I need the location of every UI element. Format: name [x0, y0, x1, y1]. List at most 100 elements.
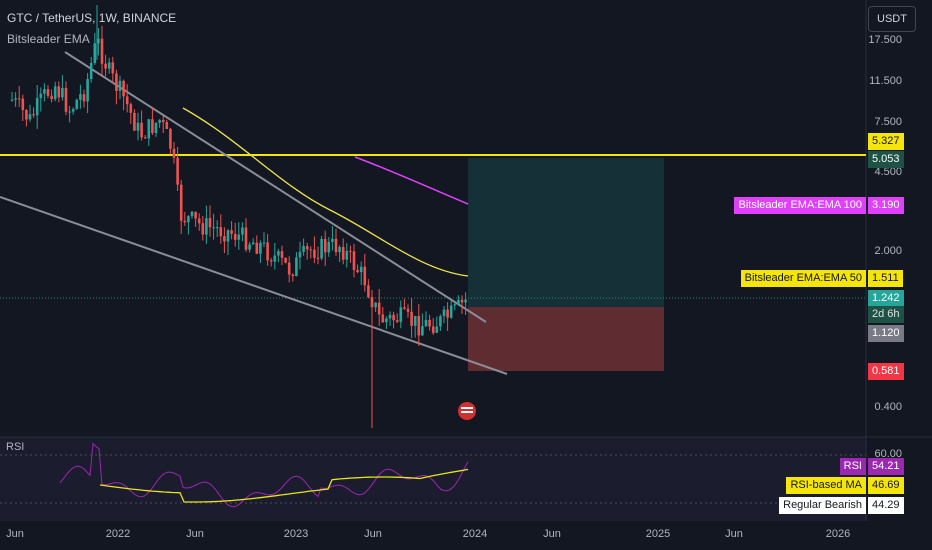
candle-body — [43, 89, 46, 94]
candle-body — [377, 302, 381, 315]
candle-body — [277, 251, 280, 256]
candle-body — [151, 119, 154, 133]
candle-body — [158, 120, 161, 123]
price-tag: 5.053 — [868, 151, 904, 168]
candle-body — [431, 326, 435, 333]
candle-body — [367, 285, 370, 298]
candle-body — [143, 137, 147, 139]
candle-body — [35, 98, 39, 116]
candle-body — [205, 218, 208, 235]
candle-body — [345, 250, 349, 260]
candle-body — [251, 242, 255, 245]
candle-body — [309, 249, 313, 251]
candle-body — [262, 242, 266, 244]
candle-body — [133, 112, 136, 131]
candle-body — [46, 89, 50, 96]
candle-body — [403, 307, 406, 309]
candle-body — [305, 246, 309, 250]
candle-body — [39, 93, 43, 99]
symbol-title[interactable]: GTC / TetherUS, 1W, BINANCE — [7, 11, 177, 25]
candle-body — [341, 246, 345, 260]
candle-body — [363, 266, 367, 286]
candle-body — [190, 211, 194, 217]
candle-body — [388, 314, 392, 319]
ema50-line — [182, 107, 469, 277]
countdown-tag: 2d 6h — [868, 306, 904, 323]
candle-body — [453, 304, 457, 306]
candle-body — [287, 262, 291, 275]
price-tag: 5.327 — [868, 133, 904, 150]
candle-body — [183, 220, 187, 223]
candle-body — [219, 227, 223, 237]
price-tag: 1.242 — [868, 290, 904, 307]
candle-body — [50, 95, 53, 100]
price-tick: 7.500 — [874, 116, 902, 129]
candle-body — [313, 249, 316, 258]
candle-body — [212, 227, 215, 229]
candle-body — [349, 250, 352, 252]
indicator-legend[interactable]: Bitsleader EMA — [7, 32, 90, 46]
candle-body — [147, 119, 151, 139]
candle-body — [316, 257, 320, 259]
candle-body — [244, 227, 248, 250]
candle-body — [64, 88, 68, 112]
candle-body — [21, 98, 25, 111]
price-tag: 0.581 — [868, 363, 904, 380]
candle-body — [100, 38, 104, 64]
candle-body — [395, 320, 399, 322]
candle-body — [68, 111, 71, 113]
candle-body — [32, 114, 35, 116]
candle-body — [464, 299, 467, 303]
candle-body — [320, 238, 323, 259]
candle-body — [323, 238, 327, 253]
candle-body — [410, 311, 413, 326]
candle-body — [125, 96, 129, 105]
time-tick: 2023 — [283, 528, 309, 540]
candle-body — [172, 148, 176, 158]
candle-body — [237, 234, 241, 240]
price-tag: 3.190 — [868, 197, 904, 214]
time-tick: 2026 — [825, 528, 851, 540]
candle-body — [215, 227, 219, 229]
candle-body — [208, 218, 212, 228]
price-tick: 0.400 — [874, 401, 902, 413]
candle-body — [417, 315, 421, 336]
candle-body — [230, 230, 233, 234]
us-flag-event-icon[interactable] — [458, 402, 476, 420]
candle-body — [223, 236, 226, 242]
candle-body — [140, 122, 143, 138]
rsi-caption-tag: RSI — [839, 458, 866, 475]
candle-body — [302, 246, 305, 252]
candle-body — [197, 218, 201, 224]
candle-body — [241, 227, 244, 235]
candle-body — [248, 244, 251, 250]
candle-body — [93, 43, 97, 64]
candle-body — [449, 305, 453, 318]
candle-body — [374, 302, 377, 308]
candle-body — [169, 129, 172, 149]
candle-body — [435, 326, 439, 333]
candle-body — [385, 318, 388, 323]
candle-body — [28, 114, 32, 120]
rsi-ma-line — [99, 468, 469, 503]
candle-body — [338, 246, 341, 253]
candle-body — [424, 319, 428, 327]
candle-body — [259, 242, 262, 254]
candle-body — [111, 62, 115, 74]
candle-body — [298, 251, 302, 258]
candle-body — [71, 109, 75, 112]
price-tag: 1.120 — [868, 325, 904, 342]
time-tick: 2022 — [105, 528, 131, 540]
candle-body — [176, 157, 179, 185]
candle-body — [457, 299, 460, 305]
candle-body — [399, 307, 403, 322]
currency-button[interactable]: USDT — [868, 6, 916, 32]
candle-body — [439, 316, 442, 327]
candle-body — [356, 269, 359, 273]
candle-body — [201, 223, 205, 235]
price-tick: 4.500 — [874, 165, 902, 178]
ema100-line — [354, 156, 469, 205]
candle-body — [129, 104, 133, 113]
candle-body — [53, 86, 57, 100]
